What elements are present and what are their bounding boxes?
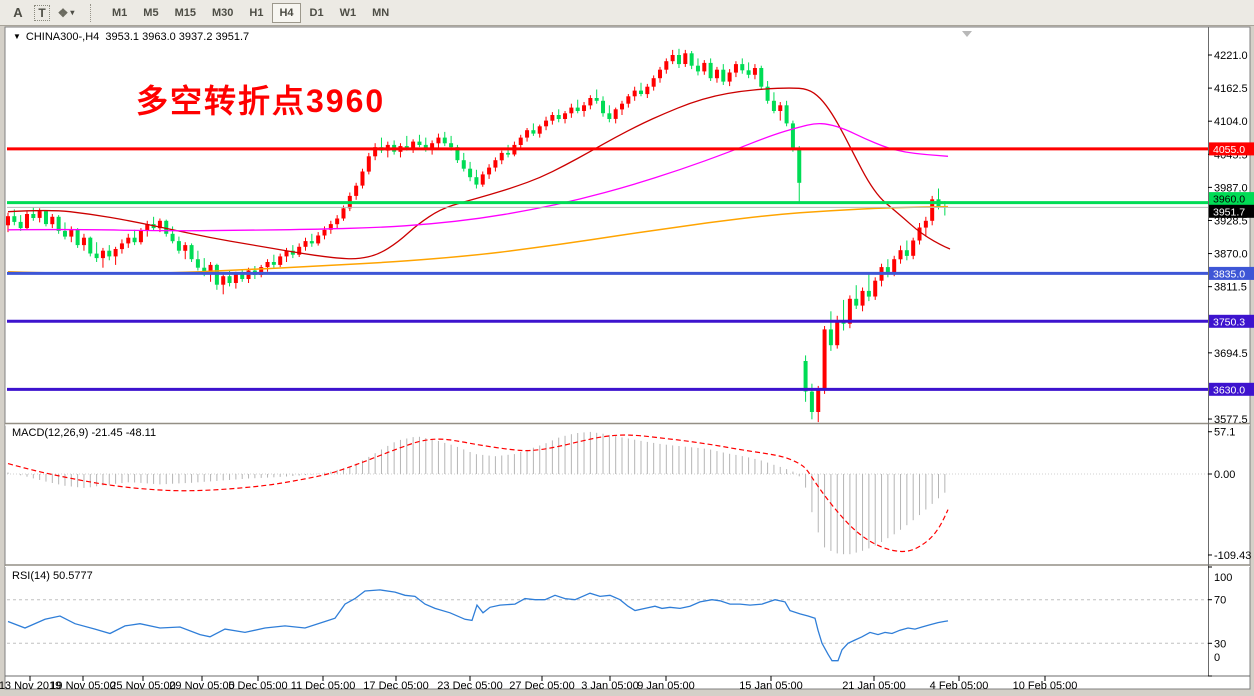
- timeframe-button-D1[interactable]: D1: [309, 6, 324, 19]
- time-tick-label: 19 Nov 05:00: [50, 680, 115, 692]
- price-tick-label: 4104.0: [1214, 116, 1248, 128]
- chart-canvas[interactable]: 4221.04162.54104.04045.53987.03928.53870…: [0, 26, 1254, 696]
- time-tick-label: 10 Feb 05:00: [1013, 680, 1078, 692]
- timeframe-button-M15[interactable]: M15: [174, 6, 196, 19]
- collapse-triangle-icon[interactable]: ▼: [13, 32, 21, 41]
- price-tick-label: 3987.0: [1214, 182, 1248, 194]
- price-line-label-3630.0: [1209, 382, 1254, 396]
- time-tick-label: 13 Nov 2019: [0, 680, 61, 692]
- symbol-period-label: CHINA300-,H4: [25, 31, 100, 43]
- candles: [6, 48, 947, 423]
- chart-title-row[interactable]: ▼ CHINA300-,H4 3953.1 3963.0 3937.2 3951.…: [13, 31, 249, 43]
- timeframe-button-H4[interactable]: H4: [272, 2, 301, 23]
- time-tick-label: 25 Nov 05:00: [110, 680, 175, 692]
- time-tick-label: 15 Jan 05:00: [739, 680, 803, 692]
- time-tick-label: 9 Jan 05:00: [637, 680, 695, 692]
- toolbar: A T ❖ ▾ M1 M5 M15 M30 H1 H4 D1 W1 MN: [0, 0, 1254, 26]
- ma-fast-line[interactable]: [7, 87, 951, 260]
- macd-tick-label: 0.00: [1214, 469, 1235, 481]
- svg-text:3951.7: 3951.7: [1213, 206, 1245, 218]
- rsi-scale[interactable]: 100 70 30 0: [1208, 566, 1232, 677]
- time-tick-label: 29 Nov 05:00: [169, 680, 234, 692]
- svg-text:3750.3: 3750.3: [1213, 316, 1245, 328]
- price-line-label-3835.0: [1209, 266, 1254, 280]
- time-tick-label: 23 Dec 05:00: [437, 680, 502, 692]
- ohlc-values: 3953.1 3963.0 3937.2 3951.7: [105, 31, 250, 43]
- macd-tick-label: 57.1: [1214, 427, 1235, 439]
- chevron-down-icon: ▾: [70, 8, 75, 17]
- price-tick-label: 3870.0: [1214, 249, 1248, 261]
- macd-signal-line: [7, 434, 949, 553]
- bid-price-label: [1209, 204, 1254, 218]
- styler-icon: ❖: [57, 5, 69, 20]
- rsi-tick-label: 70: [1214, 595, 1226, 607]
- timeframe-button-M5[interactable]: M5: [143, 6, 159, 19]
- price-line-label-4055.0: [1209, 142, 1254, 156]
- svg-text:4055.0: 4055.0: [1213, 144, 1245, 156]
- price-line-label-3750.3: [1209, 314, 1254, 328]
- styler-dropdown-button[interactable]: ❖ ▾: [56, 3, 76, 23]
- rsi-line: [7, 589, 949, 662]
- text-tool-icon: T: [34, 4, 50, 21]
- window-bottom-edge: [0, 690, 1254, 696]
- macd-label: MACD(12,26,9) -21.45 -48.11: [12, 427, 157, 439]
- macd-tick-label: -109.43: [1214, 550, 1251, 562]
- price-tick-label: 3811.5: [1214, 282, 1247, 294]
- macd-scale[interactable]: 57.1 0.00 -109.43: [1208, 427, 1251, 562]
- time-tick-label: 21 Jan 05:00: [842, 680, 906, 692]
- price-tick-label: 3577.5: [1214, 414, 1248, 426]
- price-tick-label: 4221.0: [1214, 50, 1248, 62]
- macd-histogram: [7, 431, 946, 555]
- time-tick-label: 4 Feb 05:00: [930, 680, 989, 692]
- rsi-label: RSI(14) 50.5777: [12, 570, 93, 582]
- svg-text:3960.0: 3960.0: [1213, 194, 1245, 206]
- time-tick-label: 27 Dec 05:00: [509, 680, 574, 692]
- price-tick-label: 3928.5: [1214, 216, 1248, 228]
- arrow-tool-button[interactable]: A: [8, 3, 28, 23]
- time-tick-label: 11 Dec 05:00: [291, 680, 356, 692]
- price-tick-label: 4162.5: [1214, 83, 1248, 95]
- timeframe-button-H1[interactable]: H1: [249, 6, 264, 19]
- timeframe-button-M30[interactable]: M30: [211, 6, 234, 19]
- timeframe-toolbar: M1 M5 M15 M30 H1 H4 D1 W1 MN: [105, 2, 398, 23]
- timeframe-button-MN[interactable]: MN: [372, 6, 390, 19]
- price-line-label-3960.0: [1209, 192, 1254, 206]
- timeframe-button-M1[interactable]: M1: [112, 6, 128, 19]
- rsi-tick-label: 30: [1214, 638, 1226, 650]
- chart-window-frame: [4, 26, 1251, 690]
- arrow-tool-icon: A: [13, 5, 23, 20]
- text-tool-button[interactable]: T: [32, 3, 52, 23]
- annotation-text: 多空转折点3960: [136, 83, 386, 119]
- toolbar-separator: [90, 3, 97, 22]
- ma-slow-line[interactable]: [7, 205, 949, 275]
- svg-text:3630.0: 3630.0: [1213, 384, 1245, 396]
- time-tick-label: 5 Dec 05:00: [228, 680, 287, 692]
- price-tick-label: 3694.5: [1214, 348, 1248, 360]
- time-tick-label: 3 Jan 05:00: [581, 680, 639, 692]
- chart-shift-marker-icon[interactable]: [962, 31, 972, 37]
- rsi-tick-label: 0: [1214, 652, 1220, 664]
- ma-mid-line[interactable]: [7, 123, 949, 232]
- timeframe-button-W1[interactable]: W1: [339, 6, 357, 19]
- time-tick-label: 17 Dec 05:00: [363, 680, 428, 692]
- svg-text:3835.0: 3835.0: [1213, 268, 1245, 280]
- rsi-tick-label: 100: [1214, 572, 1232, 584]
